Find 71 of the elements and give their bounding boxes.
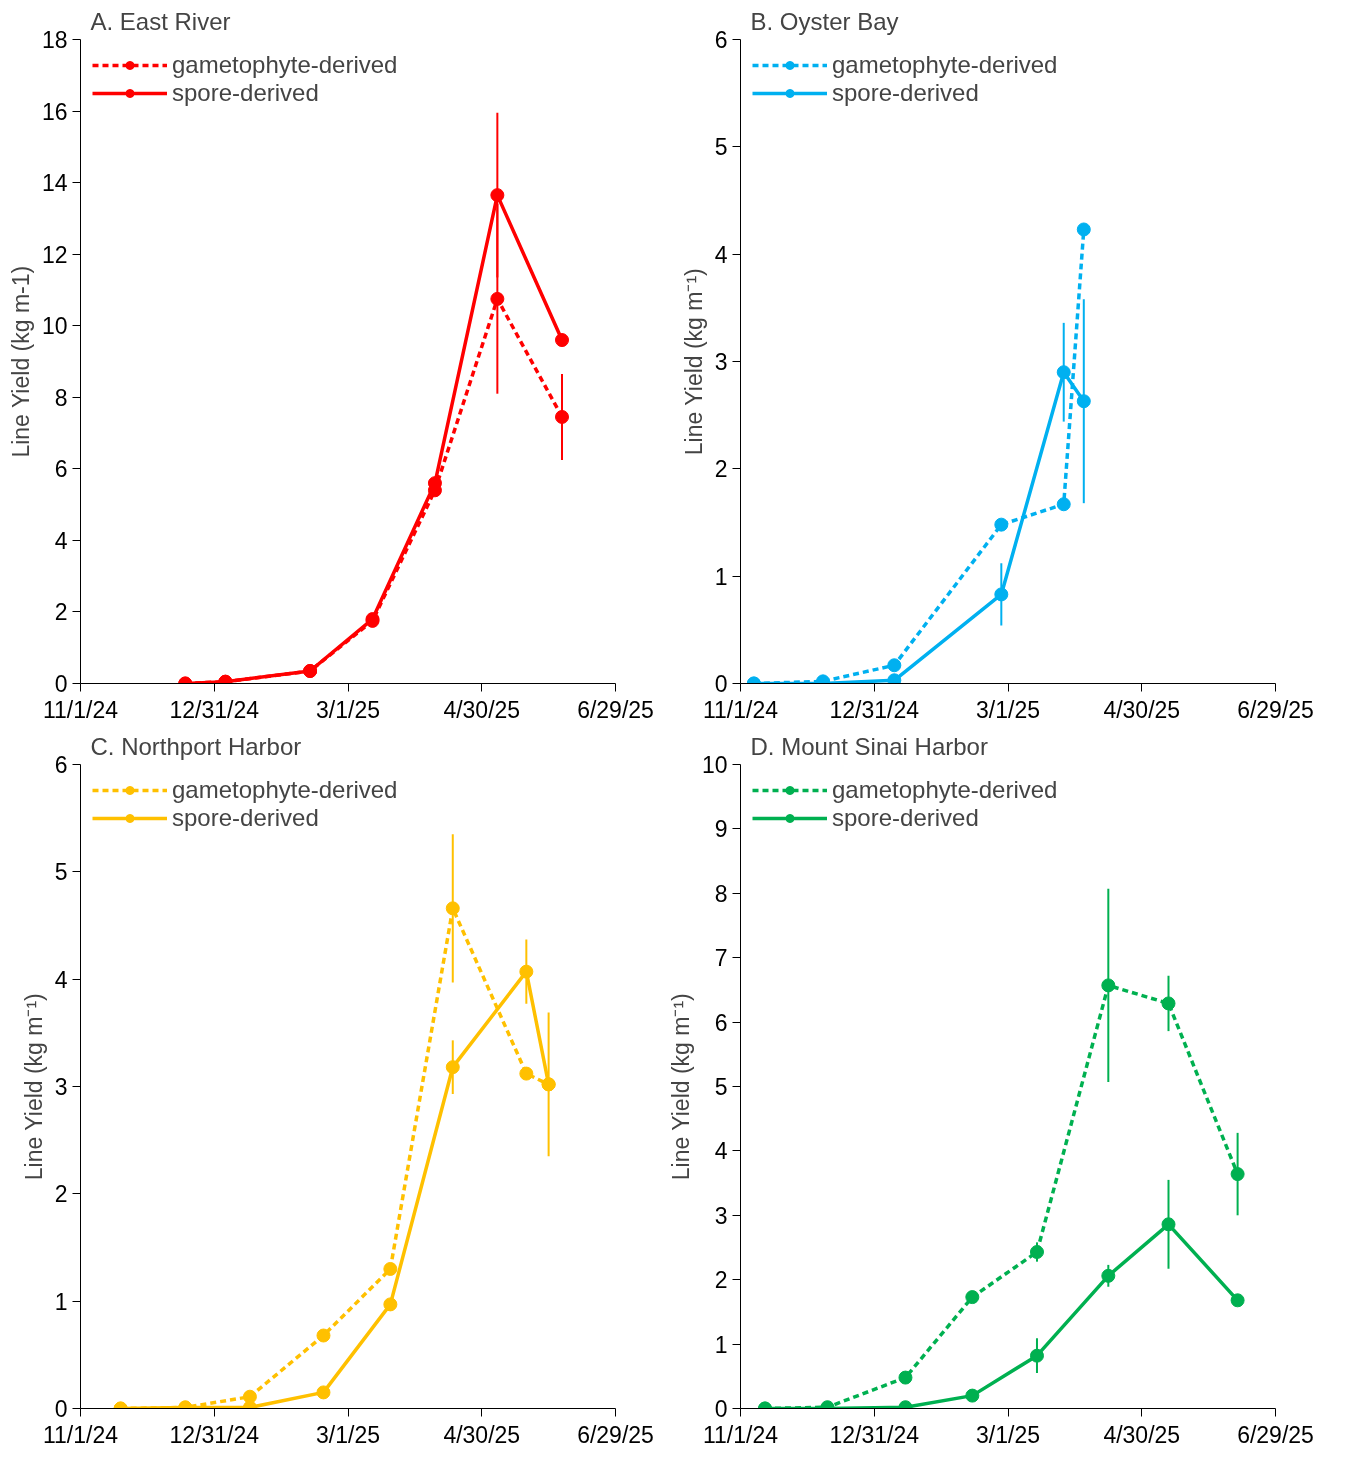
x-tick-label: 4/30/25	[1103, 696, 1181, 723]
legend-label: spore-derived	[832, 79, 979, 107]
x-tick-label: 3/1/25	[316, 1421, 380, 1448]
x-tick-label: 3/1/25	[316, 696, 380, 723]
y-tick-label: 18	[41, 27, 68, 53]
y-tick-label: 10	[701, 752, 728, 778]
y-axis-title: Line Yield (kg m⁻¹)	[667, 993, 694, 1181]
legend-label: gametophyte-derived	[172, 51, 398, 79]
y-tick-label: 0	[54, 1396, 68, 1422]
y-tick-label: 9	[714, 816, 728, 843]
y-axis-title: Line Yield (kg m-1)	[7, 265, 34, 458]
y-tick-label: 8	[54, 384, 68, 411]
y-tick-label: 1	[714, 563, 728, 590]
y-tick-label: 2	[54, 599, 68, 626]
chart-title: B. Oyster Bay	[750, 7, 899, 35]
chart-title: A. East River	[90, 7, 231, 35]
y-tick-label: 1	[54, 1288, 68, 1315]
x-tick-label: 12/31/24	[829, 696, 920, 723]
y-tick-label: 3	[54, 1074, 68, 1100]
y-tick-label: 6	[54, 456, 68, 483]
y-axis-title: Line Yield (kg m⁻¹)	[20, 993, 47, 1181]
x-tick-label: 11/1/24	[702, 696, 779, 723]
y-tick-label: 0	[714, 671, 728, 697]
y-tick-label: 5	[54, 859, 68, 886]
y-tick-label: 14	[41, 170, 68, 197]
y-tick-label: 2	[54, 1181, 68, 1208]
x-tick-label: 3/1/25	[976, 696, 1040, 723]
y-axis-title: Line Yield (kg m⁻¹)	[680, 268, 707, 456]
y-tick-label: 7	[714, 945, 728, 972]
legend-label: gametophyte-derived	[172, 776, 398, 804]
x-tick-label: 4/30/25	[443, 1421, 521, 1448]
legend-label: spore-derived	[172, 79, 319, 107]
x-tick-label: 6/29/25	[577, 1421, 654, 1448]
y-tick-label: 4	[54, 966, 68, 993]
y-tick-label: 4	[714, 1138, 728, 1165]
y-tick-label: 0	[54, 671, 68, 697]
x-tick-label: 6/29/25	[1237, 1421, 1314, 1448]
x-tick-label: 4/30/25	[1103, 1421, 1181, 1448]
y-tick-label: 6	[714, 27, 728, 53]
y-tick-label: 16	[41, 98, 68, 125]
y-tick-label: 4	[54, 527, 68, 554]
y-tick-label: 3	[714, 349, 728, 375]
y-tick-label: 6	[714, 1009, 728, 1036]
y-tick-label: 4	[714, 241, 728, 268]
y-tick-label: 6	[54, 752, 68, 778]
y-tick-label: 0	[714, 1396, 728, 1422]
chart-title: D. Mount Sinai Harbor	[750, 732, 988, 760]
x-tick-label: 3/1/25	[976, 1421, 1040, 1448]
y-tick-label: 5	[714, 134, 728, 161]
x-tick-label: 6/29/25	[577, 696, 654, 723]
legend-label: gametophyte-derived	[832, 51, 1058, 79]
legend-label: spore-derived	[172, 804, 319, 832]
y-tick-label: 2	[714, 456, 728, 483]
legend-label: spore-derived	[832, 804, 979, 832]
y-tick-label: 3	[714, 1202, 728, 1229]
x-tick-label: 12/31/24	[169, 1421, 260, 1448]
x-tick-label: 11/1/24	[42, 696, 119, 723]
x-tick-label: 12/31/24	[169, 696, 260, 723]
x-tick-label: 11/1/24	[42, 1421, 119, 1448]
x-tick-label: 11/1/24	[702, 1421, 779, 1448]
y-tick-label: 8	[714, 880, 728, 907]
y-tick-label: 12	[41, 241, 68, 268]
x-tick-label: 12/31/24	[829, 1421, 920, 1448]
legend-label: gametophyte-derived	[832, 776, 1058, 804]
x-tick-label: 6/29/25	[1237, 696, 1314, 723]
chart-title: C. Northport Harbor	[90, 732, 302, 760]
y-tick-label: 10	[41, 313, 68, 340]
y-tick-label: 1	[714, 1331, 728, 1358]
x-tick-label: 4/30/25	[443, 696, 521, 723]
y-tick-label: 5	[714, 1074, 728, 1100]
y-tick-label: 2	[714, 1267, 728, 1294]
